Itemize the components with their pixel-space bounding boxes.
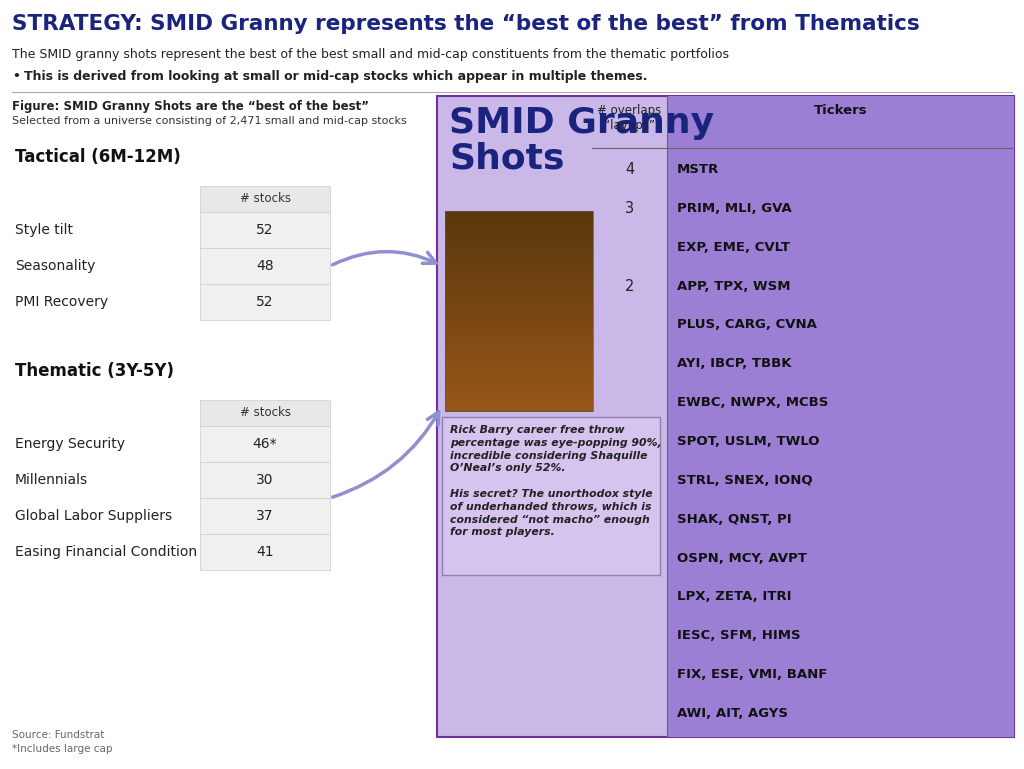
Text: 30: 30 xyxy=(256,473,273,487)
FancyBboxPatch shape xyxy=(445,218,593,225)
Text: 46*: 46* xyxy=(253,437,278,451)
Text: # stocks: # stocks xyxy=(240,407,291,420)
Text: Millennials: Millennials xyxy=(15,473,88,487)
FancyBboxPatch shape xyxy=(437,96,1014,737)
FancyBboxPatch shape xyxy=(667,96,1014,737)
FancyBboxPatch shape xyxy=(445,265,593,272)
FancyBboxPatch shape xyxy=(445,331,593,338)
Text: Rick Barry career free throw
percentage was eye-popping 90%,
incredible consider: Rick Barry career free throw percentage … xyxy=(450,425,662,538)
FancyBboxPatch shape xyxy=(445,384,593,392)
FancyBboxPatch shape xyxy=(200,186,330,212)
FancyBboxPatch shape xyxy=(200,248,330,284)
Text: # stocks: # stocks xyxy=(240,192,291,205)
Text: OSPN, MCY, AVPT: OSPN, MCY, AVPT xyxy=(677,551,807,564)
FancyBboxPatch shape xyxy=(200,426,330,462)
FancyBboxPatch shape xyxy=(445,298,593,305)
FancyBboxPatch shape xyxy=(200,534,330,570)
FancyBboxPatch shape xyxy=(445,238,593,245)
Text: Tickers: Tickers xyxy=(814,104,867,117)
Text: STRATEGY: SMID Granny represents the “best of the best” from Thematics: STRATEGY: SMID Granny represents the “be… xyxy=(12,14,920,34)
FancyBboxPatch shape xyxy=(445,325,593,332)
FancyBboxPatch shape xyxy=(445,271,593,278)
FancyBboxPatch shape xyxy=(445,371,593,378)
Text: Thematic (3Y-5Y): Thematic (3Y-5Y) xyxy=(15,362,174,380)
Text: Easing Financial Condition: Easing Financial Condition xyxy=(15,545,198,559)
Text: Figure: SMID Granny Shots are the “best of the best”: Figure: SMID Granny Shots are the “best … xyxy=(12,100,369,113)
Text: Selected from a universe consisting of 2,471 small and mid-cap stocks: Selected from a universe consisting of 2… xyxy=(12,116,407,126)
FancyBboxPatch shape xyxy=(200,212,330,248)
Text: SHAK, QNST, PI: SHAK, QNST, PI xyxy=(677,513,792,526)
Text: 48: 48 xyxy=(256,259,273,273)
FancyArrowPatch shape xyxy=(333,412,438,497)
FancyBboxPatch shape xyxy=(445,351,593,358)
FancyBboxPatch shape xyxy=(445,245,593,252)
FancyBboxPatch shape xyxy=(445,251,593,258)
FancyBboxPatch shape xyxy=(200,462,330,498)
Text: PMI Recovery: PMI Recovery xyxy=(15,295,109,309)
FancyBboxPatch shape xyxy=(445,338,593,345)
Text: 37: 37 xyxy=(256,509,273,523)
Text: Seasonality: Seasonality xyxy=(15,259,95,273)
Text: 2: 2 xyxy=(625,278,634,294)
FancyArrowPatch shape xyxy=(333,251,436,265)
Text: FIX, ESE, VMI, BANF: FIX, ESE, VMI, BANF xyxy=(677,668,827,681)
FancyBboxPatch shape xyxy=(445,391,593,398)
Text: 41: 41 xyxy=(256,545,273,559)
Text: EWBC, NWPX, MCBS: EWBC, NWPX, MCBS xyxy=(677,396,828,409)
Text: 3: 3 xyxy=(625,201,634,216)
Text: Style tilt: Style tilt xyxy=(15,223,73,237)
Text: SMID Granny
Shots: SMID Granny Shots xyxy=(449,106,714,175)
Text: PRIM, MLI, GVA: PRIM, MLI, GVA xyxy=(677,201,792,215)
Text: IESC, SFM, HIMS: IESC, SFM, HIMS xyxy=(677,629,801,642)
FancyBboxPatch shape xyxy=(445,285,593,292)
Text: The SMID granny shots represent the best of the best small and mid-cap constitue: The SMID granny shots represent the best… xyxy=(12,48,729,61)
FancyBboxPatch shape xyxy=(442,417,660,575)
FancyBboxPatch shape xyxy=(445,258,593,265)
FancyBboxPatch shape xyxy=(445,365,593,372)
FancyBboxPatch shape xyxy=(445,225,593,232)
Text: AYI, IBCP, TBBK: AYI, IBCP, TBBK xyxy=(677,358,792,370)
Text: This is derived from looking at small or mid-cap stocks which appear in multiple: This is derived from looking at small or… xyxy=(24,70,647,83)
Text: STRL, SNEX, IONQ: STRL, SNEX, IONQ xyxy=(677,474,813,487)
Text: EXP, EME, CVLT: EXP, EME, CVLT xyxy=(677,241,790,254)
FancyBboxPatch shape xyxy=(445,305,593,312)
Text: AWI, AIT, AGYS: AWI, AIT, AGYS xyxy=(677,707,788,720)
FancyBboxPatch shape xyxy=(445,318,593,325)
Text: 52: 52 xyxy=(256,295,273,309)
Text: PLUS, CARG, CVNA: PLUS, CARG, CVNA xyxy=(677,318,817,331)
FancyBboxPatch shape xyxy=(445,291,593,298)
FancyBboxPatch shape xyxy=(445,231,593,238)
FancyBboxPatch shape xyxy=(445,211,593,218)
Text: 52: 52 xyxy=(256,223,273,237)
FancyBboxPatch shape xyxy=(445,398,593,405)
FancyBboxPatch shape xyxy=(200,284,330,320)
Text: SPOT, USLM, TWLO: SPOT, USLM, TWLO xyxy=(677,435,819,448)
FancyBboxPatch shape xyxy=(200,400,330,426)
Text: MSTR: MSTR xyxy=(677,163,719,176)
FancyBboxPatch shape xyxy=(445,345,593,352)
Text: *Includes large cap: *Includes large cap xyxy=(12,744,113,754)
Text: 4: 4 xyxy=(625,162,634,177)
Text: APP, TPX, WSM: APP, TPX, WSM xyxy=(677,280,791,292)
Text: LPX, ZETA, ITRI: LPX, ZETA, ITRI xyxy=(677,591,792,604)
FancyBboxPatch shape xyxy=(445,278,593,285)
FancyBboxPatch shape xyxy=(200,498,330,534)
Text: Global Labor Suppliers: Global Labor Suppliers xyxy=(15,509,172,523)
Text: Energy Security: Energy Security xyxy=(15,437,125,451)
Text: Tactical (6M-12M): Tactical (6M-12M) xyxy=(15,148,181,166)
FancyBboxPatch shape xyxy=(445,404,593,412)
Text: # overlaps
“layups”: # overlaps “layups” xyxy=(597,104,662,132)
FancyBboxPatch shape xyxy=(445,378,593,385)
FancyBboxPatch shape xyxy=(445,311,593,318)
Text: •: • xyxy=(12,70,19,83)
FancyBboxPatch shape xyxy=(445,358,593,365)
Text: Source: Fundstrat: Source: Fundstrat xyxy=(12,730,104,740)
